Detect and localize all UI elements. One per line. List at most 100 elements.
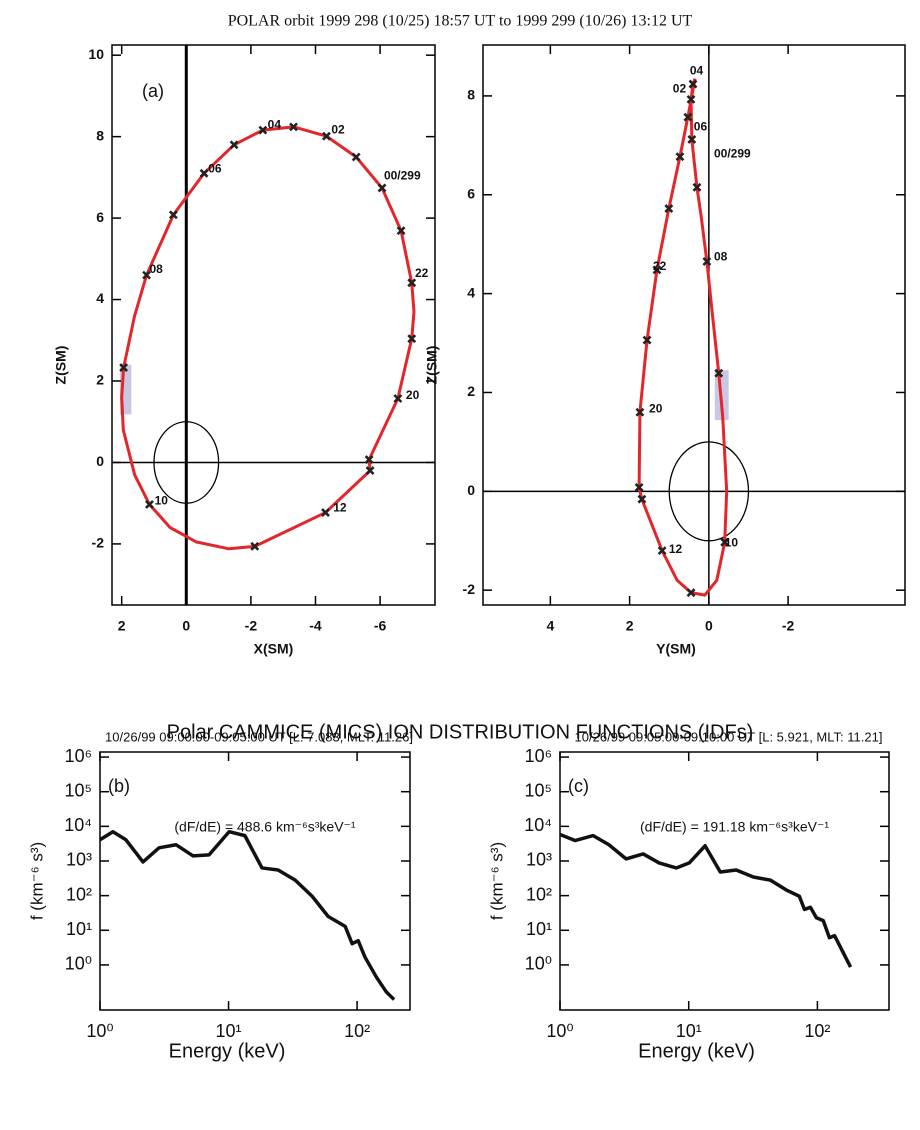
- hour-label: 20: [649, 401, 663, 415]
- x-axis-label: X(SM): [254, 641, 294, 657]
- hour-marker: [686, 94, 696, 104]
- section-title: Polar CAMMICE (MICS) ION DISTRIBUTION FU…: [167, 721, 754, 743]
- hour-marker: [168, 210, 178, 220]
- hour-label: 20: [406, 388, 420, 402]
- y-tick-label: 10⁶: [65, 746, 92, 766]
- panel-label: (b): [108, 776, 130, 796]
- hour-marker: [289, 122, 298, 132]
- plot-frame: [559, 751, 890, 1011]
- y-tick-label: 10³: [66, 850, 92, 870]
- y-tick-label: 10⁵: [525, 780, 552, 800]
- orbit-line: [120, 125, 416, 551]
- hour-marker: [407, 334, 417, 344]
- y-tick-label: 4: [96, 290, 104, 306]
- y-tick-label: 10⁶: [525, 746, 552, 766]
- x-tick-label: 10¹: [676, 1021, 702, 1041]
- hour-label: 08: [714, 250, 728, 264]
- hour-marker: [688, 79, 698, 89]
- y-axis-label: Z(SM): [53, 346, 69, 385]
- y-axis-label: f (km⁻⁶ s³): [27, 842, 46, 920]
- y-tick-label: 10¹: [526, 919, 552, 939]
- x-tick-label: -4: [309, 618, 322, 634]
- y-tick-label: -2: [92, 535, 105, 551]
- hour-label: 08: [149, 262, 163, 276]
- hour-marker: [702, 257, 712, 266]
- x-tick-label: 10¹: [216, 1021, 242, 1041]
- hour-marker: [664, 204, 674, 214]
- hour-marker: [642, 335, 652, 345]
- hour-marker: [119, 363, 129, 372]
- hour-marker: [364, 455, 374, 465]
- y-tick-label: 0: [467, 482, 475, 498]
- hour-marker: [258, 125, 268, 135]
- y-axis-label: Z(SM): [424, 346, 440, 385]
- hour-label: 02: [331, 122, 345, 136]
- hour-label: 00/299: [384, 168, 421, 182]
- slope-annotation: (dF/dE) = 191.18 km⁻⁶s³keV⁻¹: [640, 819, 829, 835]
- x-tick-label: -6: [374, 618, 387, 634]
- hour-marker: [407, 278, 417, 288]
- hour-label: 12: [669, 542, 683, 556]
- x-tick-label: 4: [546, 618, 554, 634]
- x-tick-label: 0: [182, 618, 190, 634]
- x-tick-label: 10⁰: [86, 1021, 113, 1041]
- hour-label: 02: [673, 82, 687, 96]
- y-tick-label: 6: [467, 185, 475, 201]
- hour-label: 06: [208, 161, 222, 175]
- hour-marker: [351, 152, 361, 162]
- hour-marker: [393, 394, 403, 403]
- hour-label: 00/299: [714, 146, 751, 160]
- y-tick-label: 10⁵: [65, 780, 92, 800]
- x-axis-label: Energy (keV): [169, 1040, 286, 1062]
- y-tick-label: 0: [96, 453, 104, 469]
- hour-marker: [635, 407, 645, 417]
- hour-marker: [686, 588, 696, 598]
- y-tick-label: 10: [88, 46, 104, 62]
- y-tick-label: 4: [467, 284, 475, 300]
- hour-marker: [687, 134, 697, 144]
- hour-marker: [634, 482, 644, 492]
- x-tick-label: 0: [705, 618, 713, 634]
- hour-marker: [637, 494, 647, 504]
- hour-marker: [720, 537, 730, 547]
- chart-title: 10/26/99 09:00:00-09:05:00 UT [L: 7.083,…: [105, 729, 413, 744]
- y-tick-label: 10¹: [66, 919, 92, 939]
- y-tick-label: 2: [467, 383, 475, 399]
- x-tick-label: 10⁰: [546, 1021, 573, 1041]
- hour-marker: [675, 152, 685, 162]
- hour-label: 12: [333, 501, 347, 515]
- plot-frame: [111, 44, 436, 606]
- hour-marker: [396, 226, 406, 236]
- x-tick-label: 2: [118, 618, 126, 634]
- hour-marker: [652, 265, 662, 275]
- hour-marker: [657, 546, 667, 556]
- y-tick-label: 10²: [66, 884, 92, 904]
- hour-marker: [199, 168, 209, 178]
- x-axis-label: Y(SM): [656, 641, 696, 657]
- orbit-line: [637, 78, 729, 597]
- hour-marker: [377, 183, 387, 193]
- y-tick-label: 10⁰: [65, 954, 92, 974]
- figure-title: POLAR orbit 1999 298 (10/25) 18:57 UT to…: [228, 13, 693, 30]
- hour-marker: [365, 466, 375, 476]
- hour-marker: [229, 140, 239, 150]
- panel-label: (a): [142, 81, 164, 101]
- y-axis-label: f (km⁻⁶ s³): [487, 842, 506, 920]
- y-tick-label: 10²: [526, 884, 552, 904]
- x-tick-label: -2: [245, 618, 258, 634]
- hour-label: 22: [653, 259, 667, 273]
- x-tick-label: 2: [626, 618, 634, 634]
- hour-marker: [322, 131, 331, 141]
- hour-marker: [683, 112, 693, 122]
- y-tick-label: 10³: [526, 850, 552, 870]
- hour-marker: [145, 499, 154, 509]
- earth-circle: [668, 441, 750, 542]
- hour-marker: [692, 182, 702, 192]
- highlight: [120, 364, 132, 415]
- y-tick-label: 6: [96, 209, 104, 225]
- hour-marker: [250, 541, 260, 551]
- plot-frame: [482, 44, 906, 606]
- panel-label: (c): [568, 776, 589, 796]
